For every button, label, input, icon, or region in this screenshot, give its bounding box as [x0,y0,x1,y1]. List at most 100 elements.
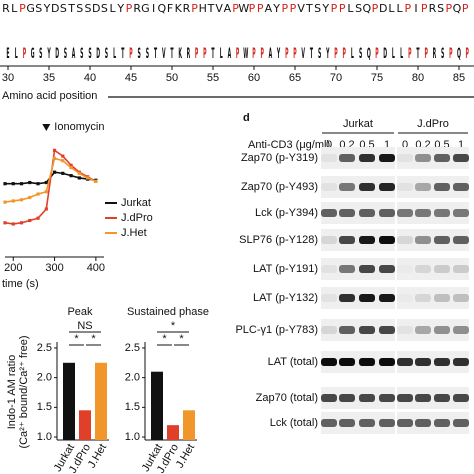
band [339,326,355,334]
logo-letter: P [203,46,207,62]
blot-background [397,287,469,309]
logo-letter: L [392,46,395,62]
row-label: PLC-γ1 (p-Y783) [235,324,318,336]
band [339,236,355,244]
band [434,183,450,191]
logo-letter: V [301,46,305,62]
x-tick-label: 85 [453,72,465,84]
point [52,148,57,152]
logo-letter: P [293,46,297,62]
y-tick-label: 2.0 [125,372,140,384]
residue: Q [157,2,166,15]
logo-letter: P [375,46,379,62]
series-line [4,148,97,225]
blot-background [321,351,395,373]
band [359,236,375,244]
point [19,182,24,186]
residue: P [445,2,452,15]
logo-letter: Q [457,46,461,62]
band [453,419,469,427]
x-axis-label: time (s) [2,278,39,290]
logo-letter: L [15,46,18,62]
y-tick-label: 1.5 [37,401,52,413]
logo-letter: S [39,46,42,62]
residue: D [51,2,59,15]
band [397,209,413,217]
y-tick-label: 1.0 [37,431,52,443]
legend-label: J.dPro [121,212,153,224]
band [397,419,413,427]
residue: S [355,2,362,15]
logo-letter: A [228,46,232,62]
x-tick-label: 50 [166,72,178,84]
logo-letter: P [252,46,256,62]
blot-background [397,351,469,373]
logo-letter: P [236,46,240,62]
residue: L [347,2,354,15]
residue: S [314,2,321,15]
x-tick-label: 40 [84,72,96,84]
band [379,209,395,217]
logo-letter: L [351,46,354,62]
band [453,358,469,366]
band [321,419,337,427]
band [339,394,355,402]
residue: Y [43,2,51,15]
blot-background [321,258,395,280]
logo-letter: P [129,46,133,62]
band [453,183,469,191]
band [321,294,337,302]
point [19,198,24,202]
residue: H [199,2,207,15]
band [434,154,450,162]
residue: T [207,2,215,15]
band [415,236,431,244]
residue: T [305,2,313,15]
logo-letter: S [138,46,141,62]
band [339,183,355,191]
logo-letter: P [466,46,470,62]
band [321,183,337,191]
point [3,182,7,186]
significance-label: * [91,333,96,345]
y-tick-label: 1.5 [125,401,140,413]
annotation: Ionomycin [54,121,104,133]
band [397,294,413,302]
row-label: Lck (p-Y394) [255,207,318,219]
logo-letter: P [334,46,338,62]
band [415,419,431,427]
band [359,358,375,366]
band [359,183,375,191]
band [379,154,395,162]
blot-background [321,147,395,169]
logo-letter: S [146,46,149,62]
logo-letter: T [154,46,157,62]
band [415,358,431,366]
residue: G [26,2,35,15]
band [415,209,431,217]
residue: W [238,2,249,15]
panel-label: d [243,112,250,124]
band [415,154,431,162]
x-tick-label: 80 [412,72,424,84]
band [397,394,413,402]
band [339,265,355,273]
residue: Q [453,2,462,15]
residue: P [126,2,133,15]
blot-background [397,202,469,224]
point [61,171,65,175]
band [397,358,413,366]
logo-letter: S [80,46,83,62]
residue: P [339,2,346,15]
point [11,222,15,226]
point [28,218,32,223]
residue: Y [116,2,124,15]
bar [183,410,195,440]
residue: P [331,2,338,15]
point [3,200,7,204]
point [28,180,32,185]
point [86,176,90,180]
x-tick-label: 45 [125,72,137,84]
point [94,179,98,183]
